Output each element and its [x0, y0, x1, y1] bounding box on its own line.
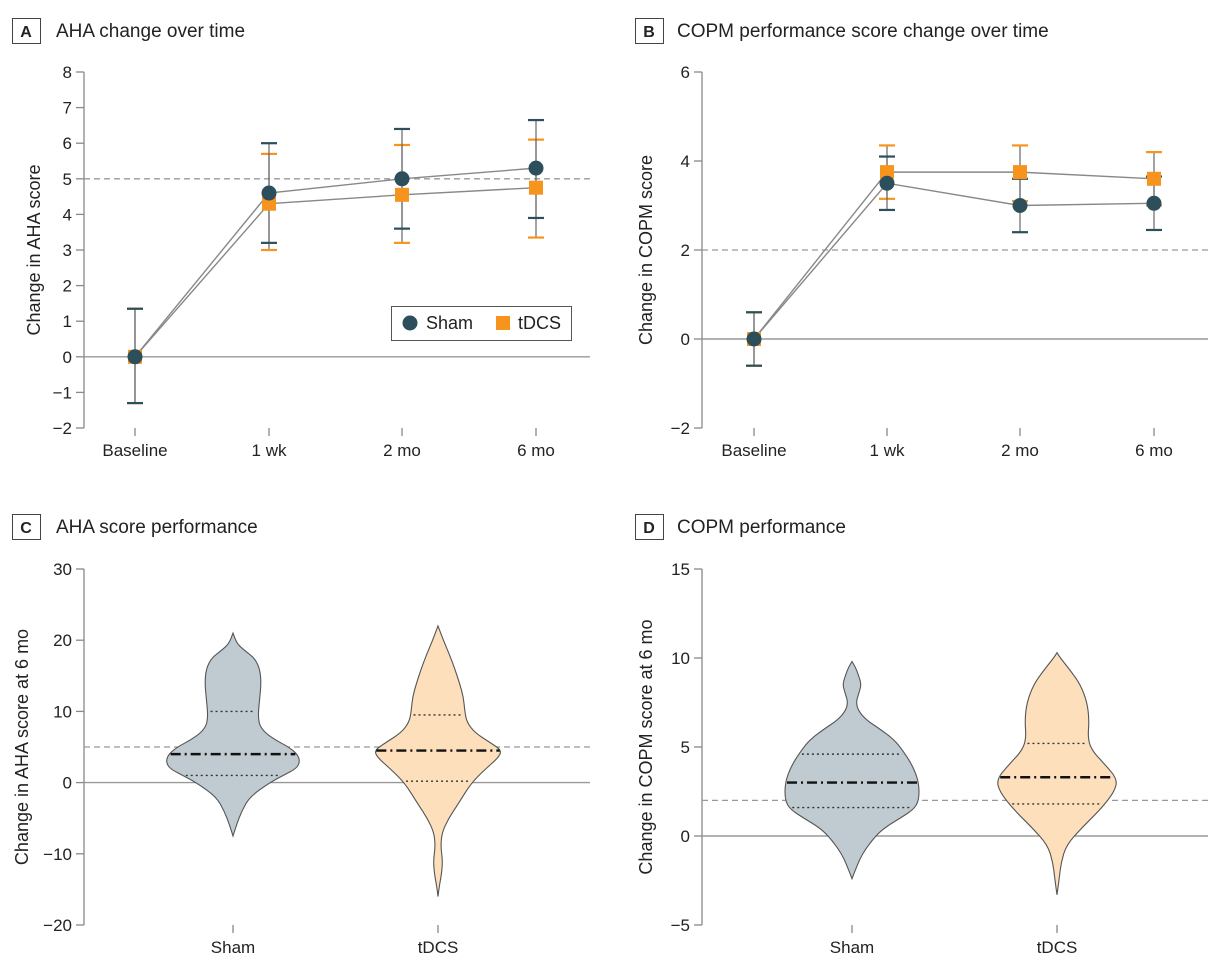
- panel-d: D COPM performance −5 0 5 10 15 Change in COPM …: [635, 514, 1208, 957]
- x-tick-label: tDCS: [418, 938, 459, 957]
- marker-tdcs: [262, 196, 276, 211]
- y-tick-label: −1: [53, 383, 72, 402]
- y-tick-label: −10: [43, 845, 72, 864]
- legend-label-sham: Sham: [426, 313, 473, 333]
- panel-b: B COPM performance score change over time…: [635, 18, 1208, 460]
- y-axis-title: Change in AHA score at 6 mo: [12, 629, 32, 865]
- x-tick-label: 6 mo: [517, 441, 555, 460]
- panel-letter-box: [635, 18, 664, 44]
- y-tick-label: 4: [681, 152, 690, 171]
- legend-label-tdcs: tDCS: [518, 313, 561, 333]
- marker-sham: [1012, 198, 1028, 213]
- y-axis-title: Change in COPM score at 6 mo: [636, 619, 656, 874]
- panel-a: A AHA change over time −2 −1 0 1 2 3 4 5 6 7 8 Change…: [12, 18, 590, 460]
- x-tick-label: 2 mo: [1001, 441, 1039, 460]
- marker-tdcs: [1147, 171, 1161, 186]
- x-tick-label: Baseline: [721, 441, 786, 460]
- y-tick-label: 0: [681, 827, 690, 846]
- series-line-sham: [134, 167, 537, 358]
- marker-tdcs: [529, 180, 543, 195]
- panel-title: COPM performance: [677, 517, 846, 538]
- x-tick-label: 1 wk: [870, 441, 905, 460]
- x-tick-label: tDCS: [1037, 938, 1078, 957]
- panel-title: COPM performance score change over time: [677, 21, 1049, 42]
- violin-tdcs: [997, 651, 1117, 895]
- y-tick-label: 4: [63, 205, 72, 224]
- violin-sham: [166, 631, 300, 838]
- y-tick-label: 20: [53, 631, 72, 650]
- y-tick-label: 1: [63, 312, 72, 331]
- y-tick-label: 0: [63, 774, 72, 793]
- y-tick-label: 0: [63, 348, 72, 367]
- x-tick-label: Sham: [211, 938, 255, 957]
- y-tick-label: 15: [671, 560, 690, 579]
- panel-letter: C: [20, 520, 32, 537]
- y-tick-label: 10: [53, 702, 72, 721]
- series-line-sham: [753, 182, 1155, 340]
- y-tick-label: 8: [63, 63, 72, 82]
- panel-letter-box: [12, 514, 41, 540]
- panel-c: C AHA score performance −20 −10 0 10 20 30 Chang…: [12, 514, 590, 957]
- y-tick-label: 5: [63, 170, 72, 189]
- y-tick-label: 3: [63, 241, 72, 260]
- y-axis-title: Change in AHA score: [24, 164, 44, 335]
- marker-tdcs: [395, 187, 409, 202]
- y-tick-label: −5: [671, 916, 690, 935]
- x-tick-label: 1 wk: [252, 441, 287, 460]
- panel-letter: B: [643, 24, 655, 41]
- y-tick-label: 5: [681, 738, 690, 757]
- violin-sham: [784, 660, 920, 881]
- marker-tdcs: [1013, 165, 1027, 180]
- marker-sham: [879, 175, 895, 191]
- panel-title: AHA change over time: [56, 21, 245, 42]
- y-tick-label: 30: [53, 560, 72, 579]
- marker-sham: [528, 160, 544, 176]
- legend-marker-sham: [402, 315, 418, 331]
- series-line-tdcs: [134, 187, 537, 358]
- y-tick-label: −2: [671, 419, 690, 438]
- y-tick-label: 10: [671, 649, 690, 668]
- y-tick-label: −2: [53, 419, 72, 438]
- y-tick-label: 6: [63, 134, 72, 153]
- legend-box: [391, 306, 572, 341]
- x-tick-label: Baseline: [102, 441, 167, 460]
- marker-sham: [261, 185, 277, 201]
- panel-letter-box: [12, 18, 41, 44]
- x-tick-label: Sham: [830, 938, 874, 957]
- x-tick-label: 2 mo: [383, 441, 421, 460]
- x-tick-label: 6 mo: [1135, 441, 1173, 460]
- panel-letter: D: [643, 520, 655, 537]
- panel-letter-box: [635, 514, 664, 540]
- panel-letter: A: [20, 24, 32, 41]
- violin-tdcs: [375, 624, 501, 897]
- y-tick-label: −20: [43, 916, 72, 935]
- panel-title: AHA score performance: [56, 517, 258, 538]
- y-tick-label: 2: [63, 277, 72, 296]
- legend-marker-tdcs: [496, 316, 510, 330]
- y-axis-title: Change in COPM score: [636, 155, 656, 345]
- marker-sham: [1146, 195, 1162, 211]
- marker-sham: [746, 331, 762, 347]
- y-tick-label: 7: [63, 99, 72, 118]
- marker-sham: [127, 349, 143, 365]
- series-line-tdcs: [753, 171, 1155, 340]
- marker-sham: [394, 171, 410, 187]
- y-tick-label: 2: [681, 241, 690, 260]
- legend: Sham tDCS: [391, 306, 572, 341]
- marker-tdcs: [880, 165, 894, 180]
- y-tick-label: 6: [681, 63, 690, 82]
- y-tick-label: 0: [681, 330, 690, 349]
